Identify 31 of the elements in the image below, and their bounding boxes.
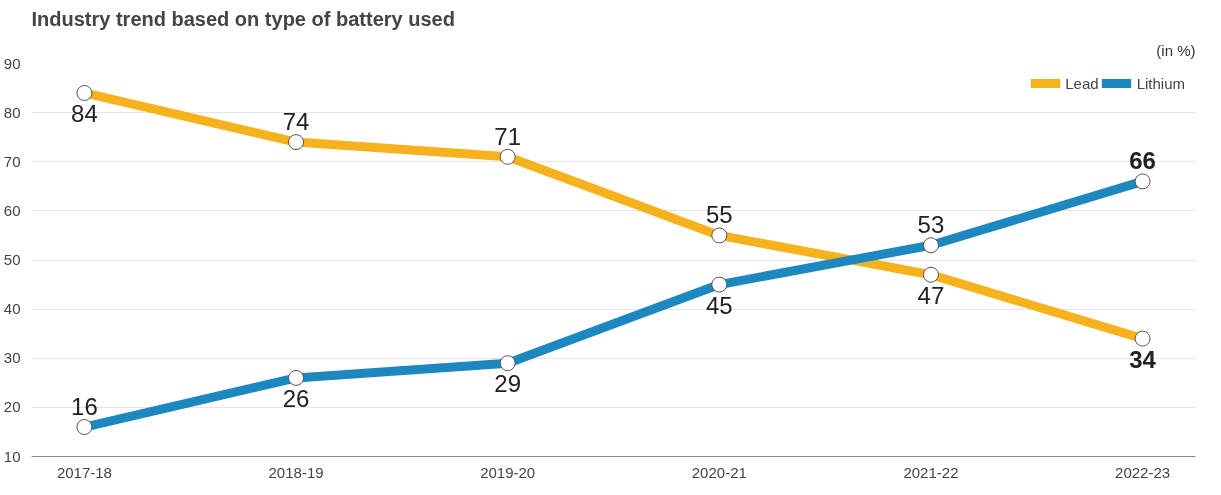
y-tick-label: 50 <box>3 251 21 268</box>
x-tick-label: 2017-18 <box>56 463 112 481</box>
y-tick-label: 10 <box>3 447 21 465</box>
data-label: 29 <box>494 370 522 398</box>
data-label: 45 <box>705 291 733 319</box>
x-tick-label: 2019-20 <box>480 463 536 481</box>
legend-label: Lead <box>1065 74 1099 92</box>
x-tick-label: 2022-23 <box>1115 463 1171 481</box>
y-tick-label: 40 <box>3 300 21 318</box>
y-tick-label: 70 <box>3 152 21 170</box>
data-label: 26 <box>282 384 310 412</box>
x-tick-label: 2018-19 <box>268 463 324 481</box>
x-tick-label: 2020-21 <box>691 463 747 481</box>
y-tick-label: 30 <box>3 349 21 367</box>
x-tick-label: 2021-22 <box>903 463 959 481</box>
data-label: 53 <box>917 211 945 239</box>
data-label: 74 <box>282 108 310 136</box>
data-label: 84 <box>71 99 98 127</box>
text: (in %) <box>1156 41 1196 59</box>
data-label: 66 <box>1129 147 1156 175</box>
legend-label: Lithium <box>1136 74 1185 92</box>
y-tick-label: 80 <box>3 103 21 121</box>
data-label: 34 <box>1129 345 1157 373</box>
y-tick-label: 60 <box>3 201 21 219</box>
y-tick-label: 90 <box>3 54 21 72</box>
chart-title: Industry trend based on type of battery used <box>31 7 455 30</box>
data-label: 16 <box>71 393 98 421</box>
y-tick-label: 20 <box>3 398 21 416</box>
data-label: 71 <box>494 122 522 150</box>
data-label: 47 <box>917 281 945 309</box>
data-label: 55 <box>705 201 733 229</box>
